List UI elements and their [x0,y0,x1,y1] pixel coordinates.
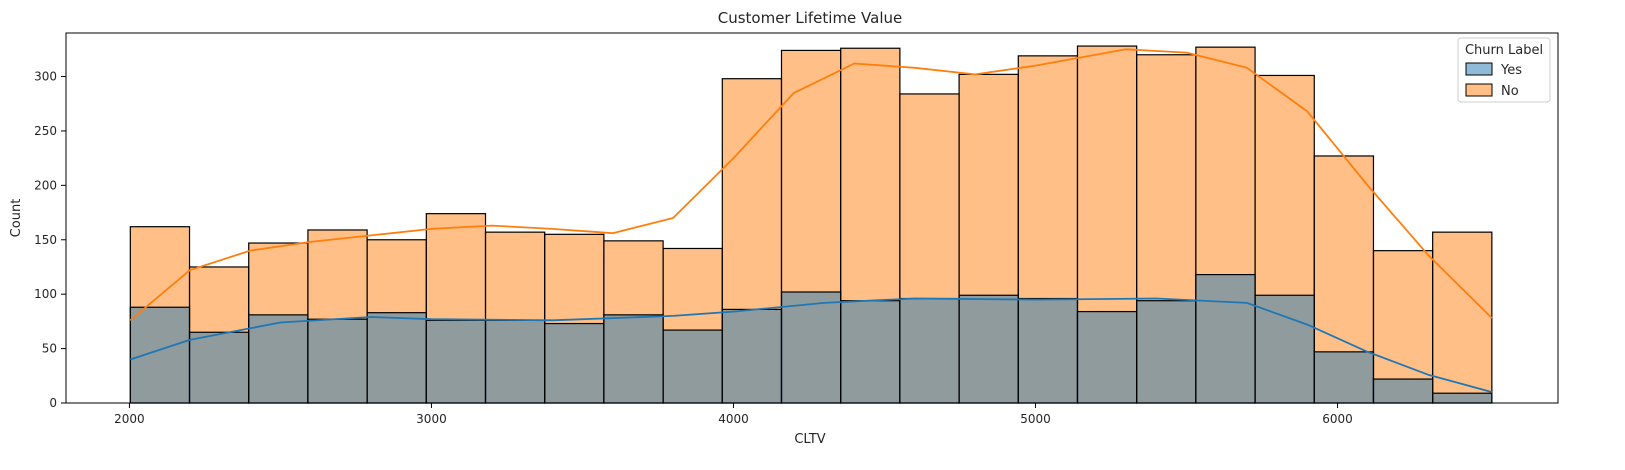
y-tick-label: 50 [42,342,57,356]
bar-yes-21 [1372,378,1434,404]
legend-title: Churn Label [1465,43,1543,58]
kde-line-no [129,48,1493,321]
y-tick-label: 100 [34,287,57,301]
bar-yes-3 [307,318,368,404]
bar-yes-6 [484,319,546,404]
bar-yes-13 [899,297,960,404]
bar-yes-9 [662,329,723,404]
chart-title: Customer Lifetime Value [718,9,903,27]
y-axis-label: Count [9,199,24,238]
bar-yes-11 [780,291,842,404]
legend-swatch-yes [1465,62,1493,76]
bar-yes-17 [1136,300,1197,404]
legend-label-yes: Yes [1500,63,1522,78]
bar-yes-22 [1432,392,1493,404]
legend-label-no: No [1501,84,1519,99]
x-tick-label: 2000 [114,412,145,426]
bar-yes-0 [129,306,191,404]
x-tick-label: 4000 [718,412,749,426]
y-tick-label: 150 [34,233,57,247]
axes-frame [65,32,1559,404]
legend: Churn Label Yes No [1457,37,1551,103]
bar-yes-15 [1017,297,1079,404]
bar-yes-18 [1195,273,1256,404]
x-axis-label: CLTV [794,432,825,447]
y-tick-label: 250 [34,124,57,138]
bar-yes-16 [1076,310,1138,404]
bar-yes-14 [958,294,1019,404]
bar-yes-10 [721,308,783,404]
bar-yes-12 [840,300,901,404]
bar-no-21 [1372,250,1434,404]
bar-yes-5 [425,319,487,404]
kde-line-yes [130,297,1493,393]
x-tick-label: 5000 [1020,412,1051,426]
y-tick-label: 300 [34,70,57,84]
bar-no-22 [1432,231,1493,404]
legend-swatch-no [1465,83,1493,97]
bar-yes-20 [1313,351,1375,404]
bar-yes-19 [1254,294,1315,404]
x-tick-label: 3000 [416,412,447,426]
y-tick-label: 200 [34,178,57,192]
bar-yes-2 [248,314,309,404]
bar-yes-7 [544,322,605,404]
bar-yes-1 [188,331,250,404]
plot-area: 2000 3000 4000 5000 6000 0 50 100 150 200 250 300 [34,32,1559,426]
bar-yes-4 [366,312,427,404]
y-tick-label: 0 [49,396,57,410]
bar-yes-8 [603,314,664,404]
x-tick-label: 6000 [1322,412,1353,426]
